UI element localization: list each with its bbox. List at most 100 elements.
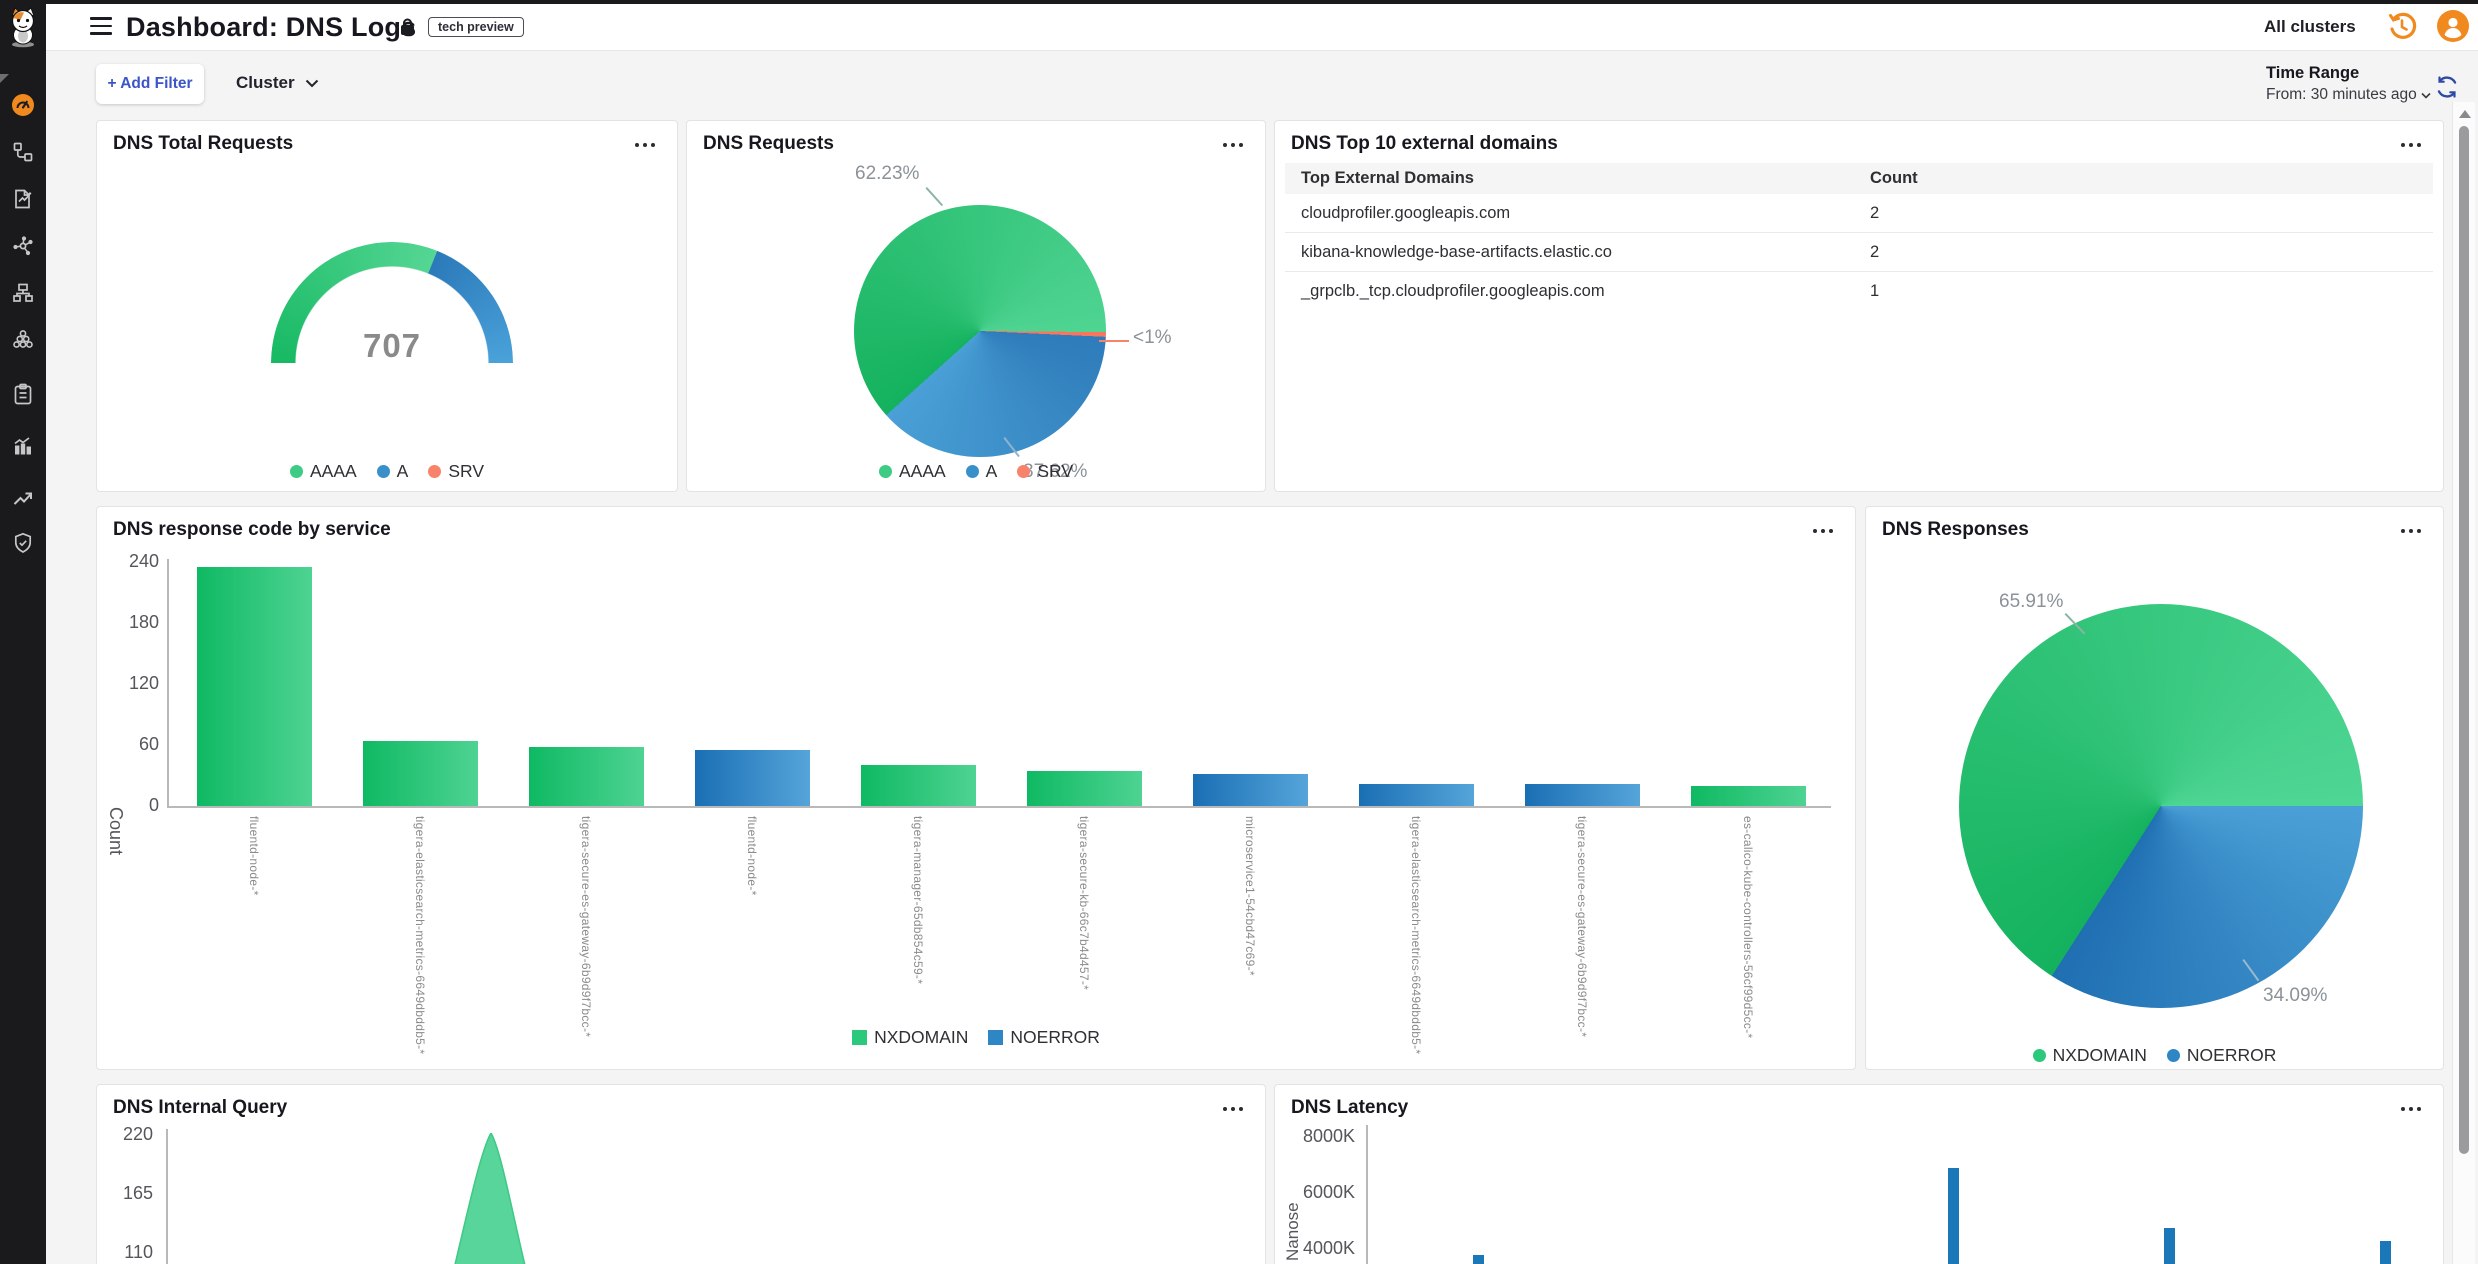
panel-title: DNS Total Requests [113,133,294,154]
bar[interactable] [528,747,644,806]
refresh-icon[interactable] [2434,74,2460,100]
page-title: Dashboard: DNS Logs [126,12,417,42]
history-icon[interactable] [2386,10,2418,42]
nav-network-graph-icon[interactable] [11,234,35,258]
bar[interactable] [1192,774,1308,806]
panel-dns-internal-query: DNS Internal Query 220 165 110 [96,1084,1266,1264]
cluster-dropdown-label: Cluster [236,73,295,92]
panel-options-icon[interactable] [2397,139,2425,151]
bar[interactable] [1690,785,1806,806]
panel-title: DNS response code by service [113,519,391,540]
legend-item[interactable]: A [376,461,408,482]
panel-title: DNS Responses [1882,519,2029,540]
gauge-chart[interactable] [271,242,513,363]
pie-label-srv: <1% [1133,327,1172,348]
table-row: cloudprofiler.googleapis.com 2 [1285,194,2433,233]
bar[interactable] [860,765,976,806]
panel-options-icon[interactable] [2397,1103,2425,1115]
legend-item[interactable]: NXDOMAIN [852,1027,968,1048]
bar[interactable] [2380,1240,2391,1264]
calico-cat-logo[interactable] [4,6,42,53]
bar[interactable] [1524,783,1640,806]
panel-dns-response-code: DNS response code by service 240 180 120… [96,506,1856,1070]
scrollbar-thumb[interactable] [2459,126,2469,1154]
panel-options-icon[interactable] [2397,525,2425,537]
add-filter-button[interactable]: + Add Filter [96,64,204,104]
x-label: tigera-secure-es-gateway-6b9d9f7bcc-* [579,816,593,1038]
nav-dashboard-gauge-icon[interactable] [11,93,35,117]
pie-label-a: 37.62% [1023,461,1088,482]
panel-options-icon[interactable] [1219,1103,1247,1115]
bar[interactable] [1948,1167,1959,1264]
bar[interactable] [2164,1228,2175,1264]
panel-title: DNS Latency [1291,1097,1409,1118]
nav-service-graph-icon[interactable] [11,140,35,164]
panel-dns-responses: DNS Responses 65.91% 34.09% NXDOMAIN NOE… [1865,506,2444,1070]
domain-cell: kibana-knowledge-base-artifacts.elastic.… [1301,242,1612,261]
legend-item[interactable]: NOERROR [988,1027,1100,1048]
nav-compliance-clipboard-icon[interactable] [11,382,35,406]
y-axis-line [166,1129,168,1264]
time-range-value[interactable]: From: 30 minutes ago [2266,86,2431,104]
x-label: tigera-secure-kb-66c7b4d457-* [1077,816,1091,991]
y-tick: 0 [148,795,159,815]
leader-line [925,187,944,206]
panel-dns-requests: DNS Requests 62.23% 37.62% <1% AAAA A SR… [686,120,1266,492]
y-tick: 6000K [1303,1182,1356,1202]
bar[interactable] [196,567,312,806]
y-tick: 165 [122,1183,153,1203]
nav-trend-up-icon[interactable] [11,486,35,510]
domain-cell: cloudprofiler.googleapis.com [1301,203,1511,222]
sidebar-notch [0,74,9,83]
legend-item[interactable]: SRV [428,461,484,482]
bar[interactable] [362,740,478,806]
legend-item[interactable]: SRV [1017,461,1073,482]
table-row: _grpclb._tcp.cloudprofiler.googleapis.co… [1285,272,2433,310]
bar[interactable] [1473,1254,1484,1264]
hamburger-menu-icon[interactable] [90,17,112,36]
area-spike[interactable] [407,1133,577,1264]
y-axis-label: Count [106,807,126,856]
all-clusters-label[interactable]: All clusters [2264,17,2356,36]
x-label: fluentd-node-* [745,816,759,896]
legend-item[interactable]: AAAA [289,461,357,482]
panel-options-icon[interactable] [631,139,659,151]
y-axis-label: Nanoseconds [1283,1203,1302,1261]
nav-policies-icon[interactable] [11,187,35,211]
pie-chart[interactable] [1959,604,2363,1008]
y-tick: 180 [128,612,159,632]
legend-item[interactable]: NXDOMAIN [2032,1045,2147,1066]
count-cell: 1 [1870,281,1880,300]
x-axis-line [167,806,1831,808]
nav-chart-timeline-icon[interactable] [11,433,35,457]
scroll-up-arrow-icon[interactable] [2459,110,2471,118]
legend-item[interactable]: A [965,461,997,482]
y-tick: 4000K [1303,1238,1356,1258]
legend-item[interactable]: AAAA [878,461,946,482]
nav-shield-check-icon[interactable] [11,531,35,555]
panel-options-icon[interactable] [1809,525,1837,537]
time-range-label: Time Range [2266,64,2360,82]
y-tick: 8000K [1303,1126,1356,1146]
bar[interactable] [1026,771,1142,806]
panel-options-icon[interactable] [1219,139,1247,151]
y-tick: 60 [138,734,159,754]
user-avatar-icon[interactable] [2437,10,2469,42]
bar[interactable] [1358,783,1474,806]
y-tick: 240 [128,551,159,571]
x-label: es-calico-kube-controllers-56cf99d5cc-* [1741,816,1755,1039]
panel-dns-top-domains: DNS Top 10 external domains Top External… [1274,120,2444,492]
nav-cluster-honeycomb-icon[interactable] [11,328,35,352]
lock-icon [400,18,415,41]
pie-chart[interactable] [854,205,1106,457]
x-label: tigera-manager-65db854c59-* [911,816,925,985]
bar[interactable] [694,750,810,806]
cluster-dropdown[interactable]: Cluster [230,72,325,94]
y-tick: 120 [128,673,159,693]
nav-sitemap-icon[interactable] [11,281,35,305]
scrollbar-track[interactable] [2452,102,2475,1264]
y-axis-line [167,559,169,806]
x-label: tigera-secure-es-gateway-6b9d9f7bcc-* [1575,816,1589,1038]
legend-item[interactable]: NOERROR [2166,1045,2276,1066]
